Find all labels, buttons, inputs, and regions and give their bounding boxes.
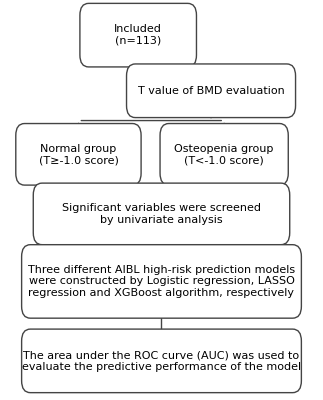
Text: T value of BMD evaluation: T value of BMD evaluation [138,86,285,96]
FancyBboxPatch shape [160,124,288,185]
Text: The area under the ROC curve (AUC) was used to
evaluate the predictive performan: The area under the ROC curve (AUC) was u… [22,350,301,372]
Text: Osteopenia group
(T<-1.0 score): Osteopenia group (T<-1.0 score) [174,144,274,165]
Text: Normal group
(T≥-1.0 score): Normal group (T≥-1.0 score) [38,144,119,165]
FancyBboxPatch shape [16,124,141,185]
Text: Included
(n=113): Included (n=113) [114,24,162,46]
FancyBboxPatch shape [22,329,301,393]
FancyBboxPatch shape [33,183,290,245]
FancyBboxPatch shape [22,245,301,318]
FancyBboxPatch shape [127,64,296,118]
Text: Significant variables were screened
by univariate analysis: Significant variables were screened by u… [62,203,261,225]
FancyBboxPatch shape [80,3,196,67]
Text: Three different AIBL high-risk prediction models
were constructed by Logistic re: Three different AIBL high-risk predictio… [28,265,295,298]
